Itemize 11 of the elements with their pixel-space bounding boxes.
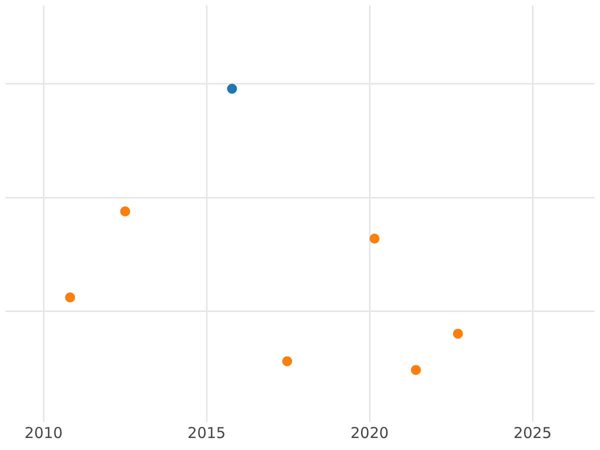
point	[120, 206, 130, 216]
point	[227, 84, 238, 94]
point	[410, 364, 421, 375]
point	[282, 356, 292, 366]
x-tick-label: 2025	[513, 424, 552, 442]
x-tick-label: 2010	[24, 424, 63, 442]
point	[452, 328, 463, 339]
point	[65, 292, 76, 302]
point	[369, 234, 380, 244]
x-tick-label: 2020	[350, 424, 389, 442]
x-tick-label: 2015	[188, 424, 226, 442]
